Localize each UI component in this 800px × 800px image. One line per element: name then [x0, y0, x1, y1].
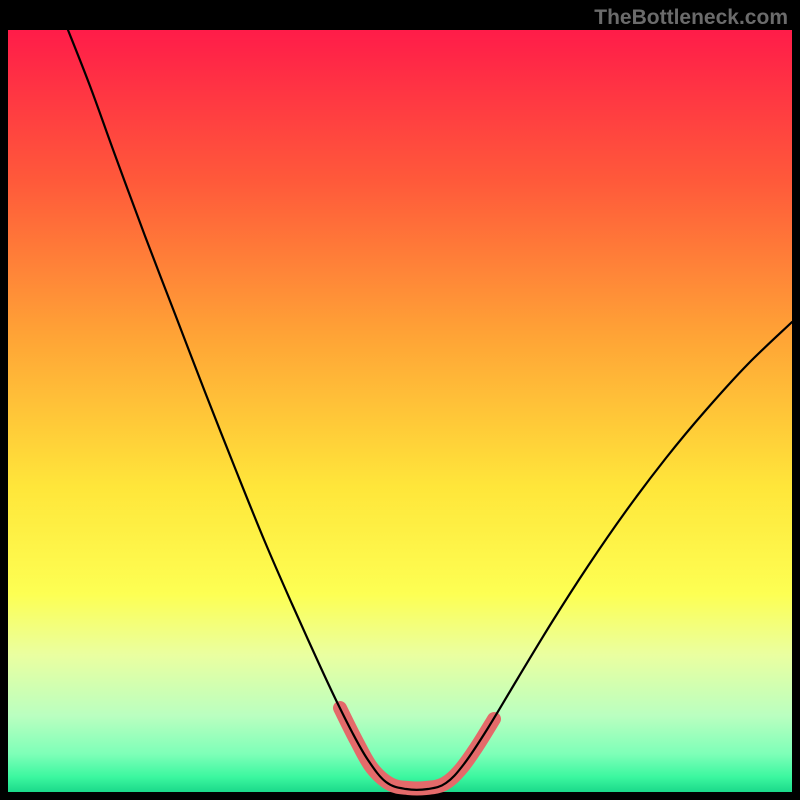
chart-container: TheBottleneck.com: [0, 0, 800, 800]
watermark-text: TheBottleneck.com: [594, 6, 788, 30]
plot-background: [8, 30, 792, 792]
bottleneck-curve-chart: [0, 0, 800, 800]
border-left: [0, 0, 8, 800]
border-right: [792, 0, 800, 800]
